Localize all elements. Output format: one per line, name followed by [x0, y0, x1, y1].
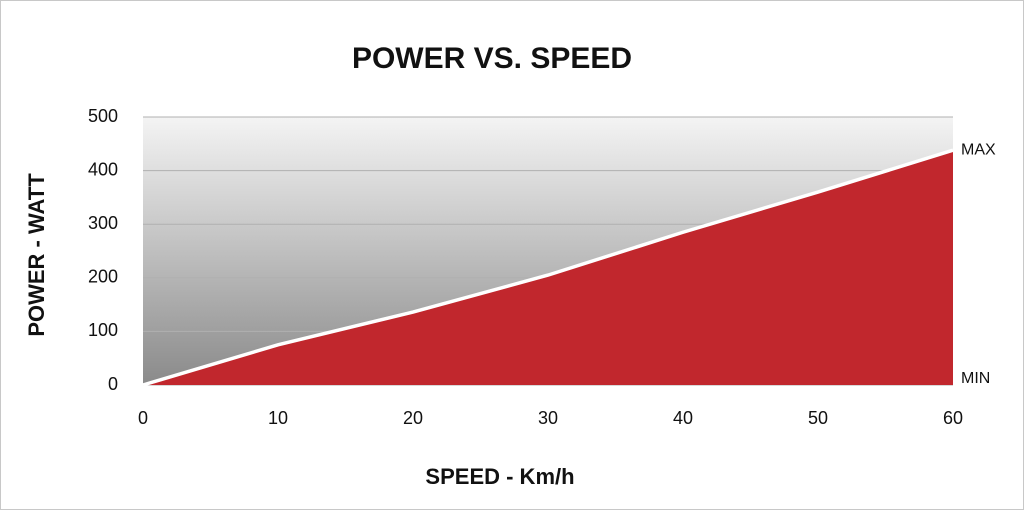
- x-tick-label: 10: [268, 408, 288, 428]
- annotation: MIN: [961, 370, 990, 387]
- x-tick-label: 20: [403, 408, 423, 428]
- area: [143, 150, 953, 385]
- y-tick-label: 0: [108, 374, 118, 394]
- y-tick-label: 400: [88, 159, 118, 179]
- y-tick-label: 100: [88, 320, 118, 340]
- y-tick-label: 200: [88, 267, 118, 287]
- y-tick-label: 300: [88, 213, 118, 233]
- area-line: [142, 148, 954, 387]
- x-tick-label: 60: [943, 408, 963, 428]
- y-tick-label: 500: [88, 106, 118, 126]
- x-tick-label: 40: [673, 408, 693, 428]
- x-tick-label: 30: [538, 408, 558, 428]
- x-axis-label: SPEED - Km/h: [425, 464, 574, 489]
- x-tick-label: 50: [808, 408, 828, 428]
- x-tick-label: 0: [138, 408, 148, 428]
- chart-title: POWER VS. SPEED: [352, 42, 632, 75]
- y-axis-label: POWER - WATT: [24, 173, 49, 337]
- annotation: MAX: [961, 141, 996, 158]
